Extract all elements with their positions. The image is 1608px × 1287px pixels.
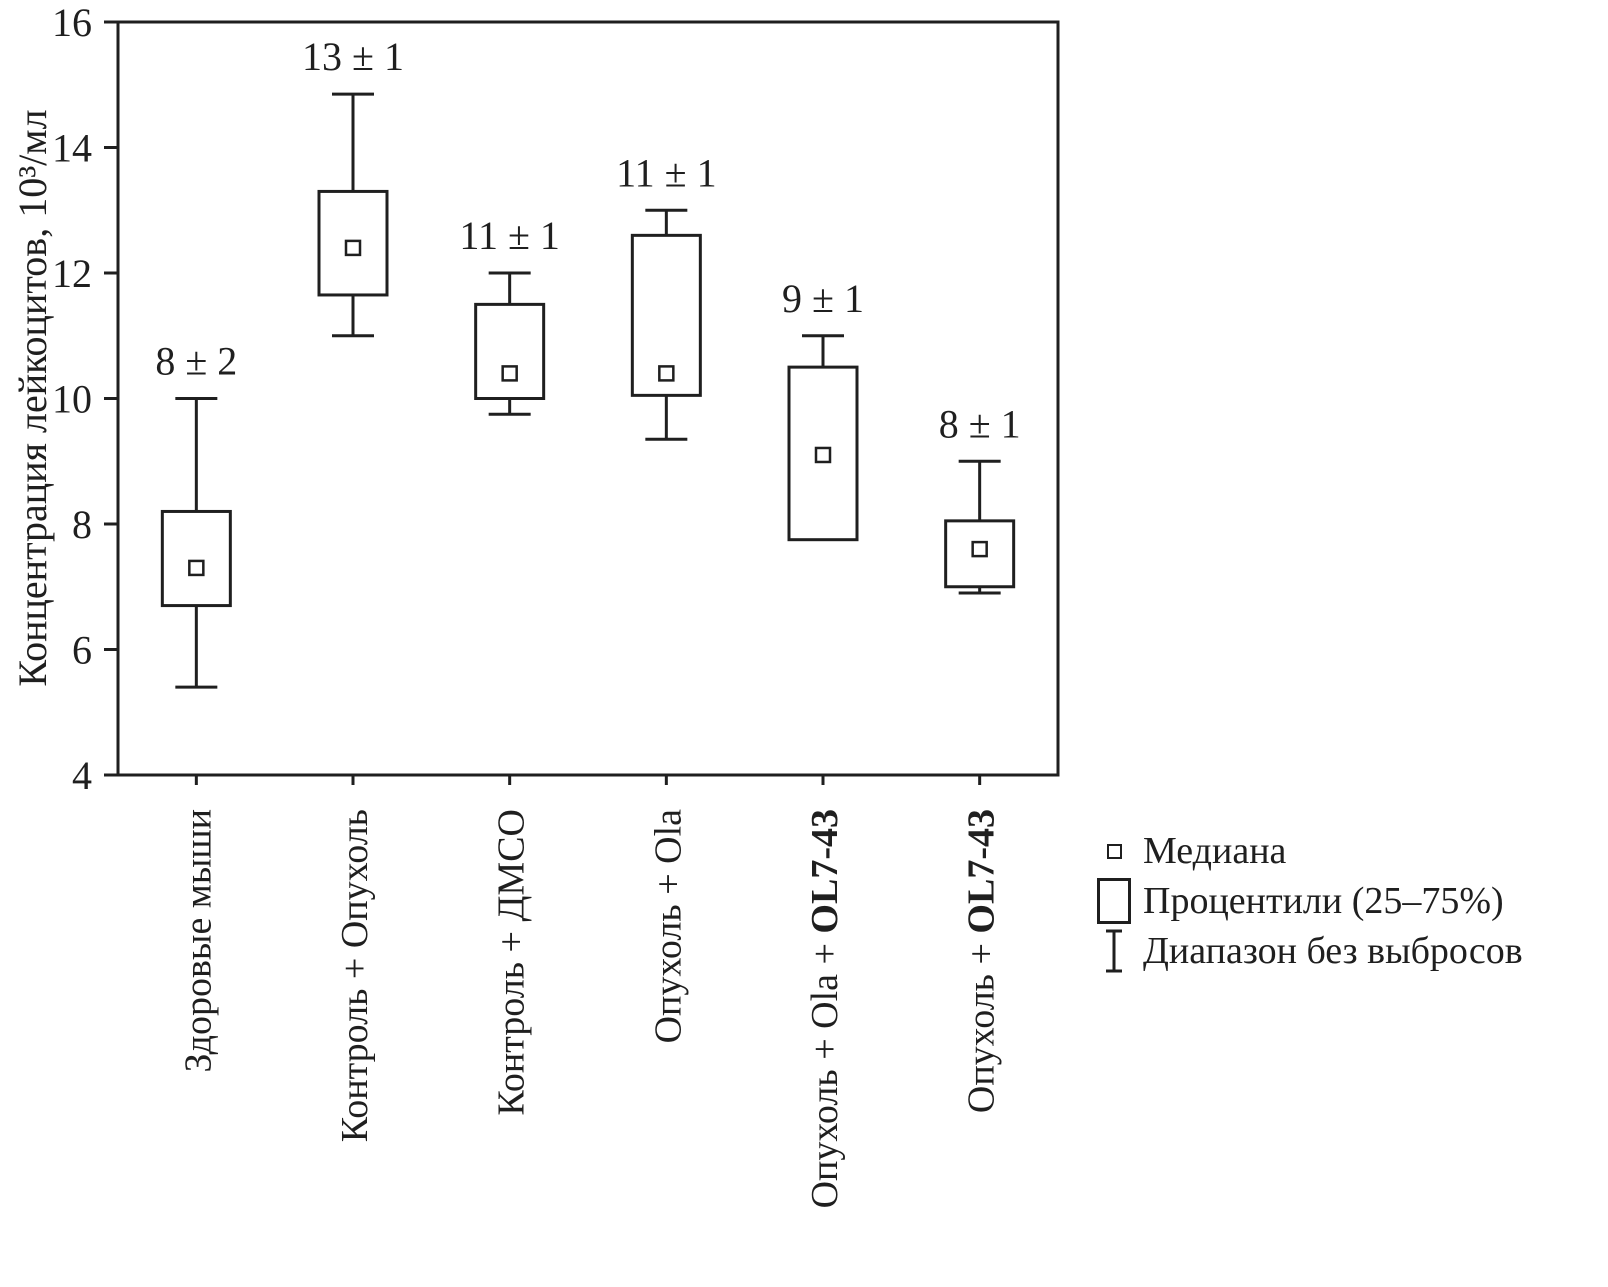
legend-icon-cell bbox=[1085, 928, 1143, 974]
median-marker bbox=[814, 446, 832, 464]
x-category-label: Опухоль + OL7-43 bbox=[961, 809, 1003, 1113]
y-axis-tick-label: 4 bbox=[72, 753, 92, 798]
boxplot-group-5: 8 ± 1 Опухоль + OL7-43 bbox=[939, 401, 1021, 1113]
value-annotation: 11 ± 1 bbox=[616, 150, 716, 195]
value-annotation: 9 ± 1 bbox=[782, 276, 864, 321]
median-marker bbox=[971, 540, 988, 558]
median-marker bbox=[658, 365, 675, 382]
median-marker bbox=[501, 365, 518, 382]
boxplot-group-3: 11 ± 1 Опухоль + Ola bbox=[616, 150, 716, 1043]
y-axis-title: Концентрация лейкоцитов, 10³/мл bbox=[10, 109, 55, 686]
y-axis-tick-label: 14 bbox=[52, 126, 92, 171]
percentile-box-icon bbox=[1097, 878, 1131, 924]
x-category-label: Контроль + Опухоль bbox=[334, 809, 376, 1142]
iqr-box bbox=[474, 302, 546, 400]
y-axis-tick-label: 10 bbox=[52, 377, 92, 422]
y-axis-tick-label: 12 bbox=[52, 251, 92, 296]
legend-item-range: Диапазон без выбросов bbox=[1085, 926, 1523, 976]
x-category-label: Опухоль + Ola + OL7-43 bbox=[804, 809, 846, 1208]
value-annotation: 13 ± 1 bbox=[302, 34, 404, 79]
x-category-label: Здоровые мыши bbox=[177, 809, 219, 1072]
chart-legend: Медиана Процентили (25–75%) Диапазон без… bbox=[1085, 826, 1523, 976]
legend-icon-cell bbox=[1085, 878, 1143, 924]
chart-plot-area: 4 6 8 10 12 14 16 8 ± 2 Здоровые мыши 13 ± 1 Контр… bbox=[52, 0, 1060, 1209]
x-category-label: Контроль + ДМСО bbox=[491, 809, 533, 1116]
median-marker bbox=[344, 239, 362, 257]
boxplot-group-4: 9 ± 1 Опухоль + Ola + OL7-43 bbox=[782, 276, 864, 1209]
boxplot-group-1: 13 ± 1 Контроль + Опухоль bbox=[302, 34, 404, 1142]
legend-item-percentiles: Процентили (25–75%) bbox=[1085, 876, 1523, 926]
y-axis-tick-label: 6 bbox=[72, 628, 92, 673]
legend-label-percentiles: Процентили (25–75%) bbox=[1143, 880, 1504, 922]
y-axis-tick-label: 8 bbox=[72, 502, 92, 547]
x-category-label: Опухоль + Ola bbox=[647, 809, 689, 1044]
legend-item-median: Медиана bbox=[1085, 826, 1523, 876]
legend-label-range: Диапазон без выбросов bbox=[1143, 930, 1523, 972]
boxplot-group-0: 8 ± 2 Здоровые мыши bbox=[155, 339, 237, 1073]
median-marker-icon bbox=[1106, 843, 1122, 859]
y-axis-tick-label: 16 bbox=[52, 0, 92, 45]
plot-frame bbox=[116, 20, 1060, 777]
legend-label-median: Медиана bbox=[1143, 830, 1287, 872]
boxplot-group-2: 11 ± 1 Контроль + ДМСО bbox=[459, 213, 559, 1116]
value-annotation: 8 ± 1 bbox=[939, 401, 1021, 446]
iqr-box bbox=[160, 509, 232, 608]
legend-icon-cell bbox=[1085, 843, 1143, 859]
median-marker bbox=[188, 559, 205, 577]
whisker-range-icon bbox=[1106, 929, 1122, 973]
value-annotation: 8 ± 2 bbox=[155, 339, 237, 384]
value-annotation: 11 ± 1 bbox=[459, 213, 559, 258]
iqr-box bbox=[317, 189, 389, 297]
